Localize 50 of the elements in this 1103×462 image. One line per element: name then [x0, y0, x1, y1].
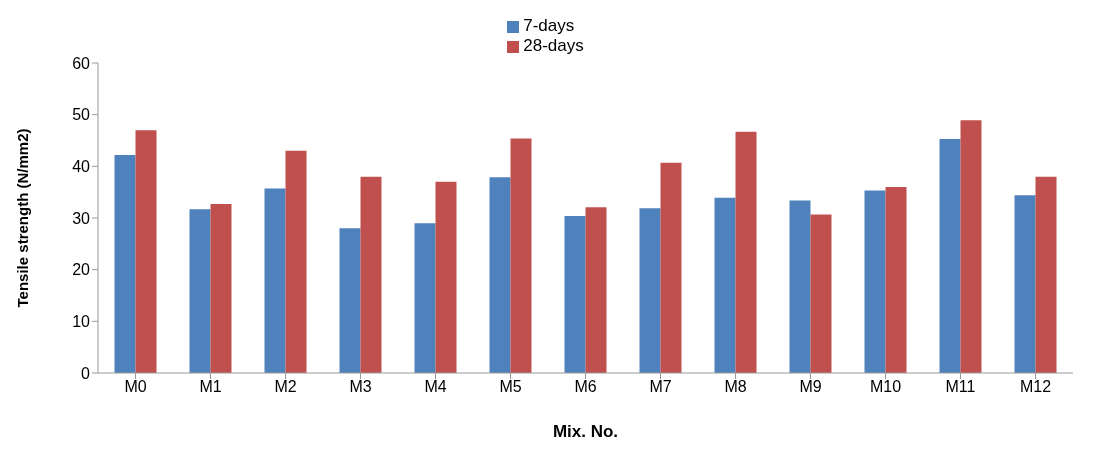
y-tick-label: 0 [81, 364, 91, 382]
bar [660, 162, 682, 373]
x-tick-label: M3 [349, 378, 372, 396]
legend-label: 28-days [523, 36, 584, 55]
bar [135, 130, 157, 373]
y-tick-label: 60 [72, 54, 91, 72]
bar [285, 150, 307, 373]
x-tick-label: M0 [124, 378, 147, 396]
bar [885, 187, 907, 373]
bar [414, 223, 436, 373]
bar [510, 138, 532, 373]
bar [735, 131, 757, 373]
x-tick-label: M8 [724, 378, 747, 396]
x-tick-label: M6 [574, 378, 597, 396]
bar [1014, 195, 1036, 373]
bar [1035, 176, 1057, 373]
bar [585, 207, 607, 373]
x-tick-label: M5 [499, 378, 522, 396]
bar [864, 190, 886, 373]
x-tick-label: M2 [274, 378, 297, 396]
x-tick-label: M7 [649, 378, 672, 396]
legend-label: 7-days [523, 16, 575, 35]
y-tick-label: 40 [72, 158, 91, 176]
bar [714, 197, 736, 373]
x-tick-label: M4 [424, 378, 447, 396]
bar [189, 209, 211, 373]
x-tick-label: M1 [199, 378, 222, 396]
y-axis-title: Tensile strength (N/mm2) [14, 128, 32, 308]
bar [489, 177, 511, 373]
x-tick-label: M11 [945, 378, 976, 396]
bar [339, 228, 361, 373]
bar [939, 138, 961, 373]
y-tick-label: 10 [72, 313, 91, 331]
x-tick-label: M10 [869, 378, 902, 396]
x-tick-label: M9 [799, 378, 822, 396]
y-tick-label: 30 [72, 209, 91, 227]
bar [435, 181, 457, 373]
y-tick-label: 20 [72, 261, 91, 279]
bar [210, 204, 232, 373]
x-axis-title: Mix. No. [552, 422, 619, 442]
x-tick-label: M12 [1019, 378, 1052, 396]
bar [264, 188, 286, 373]
bar [639, 208, 661, 373]
bar [564, 215, 586, 373]
bar [810, 214, 832, 373]
bar [114, 154, 136, 373]
y-tick-label: 50 [72, 106, 91, 124]
bar [960, 120, 982, 373]
bar [360, 176, 382, 373]
bar [789, 200, 811, 373]
